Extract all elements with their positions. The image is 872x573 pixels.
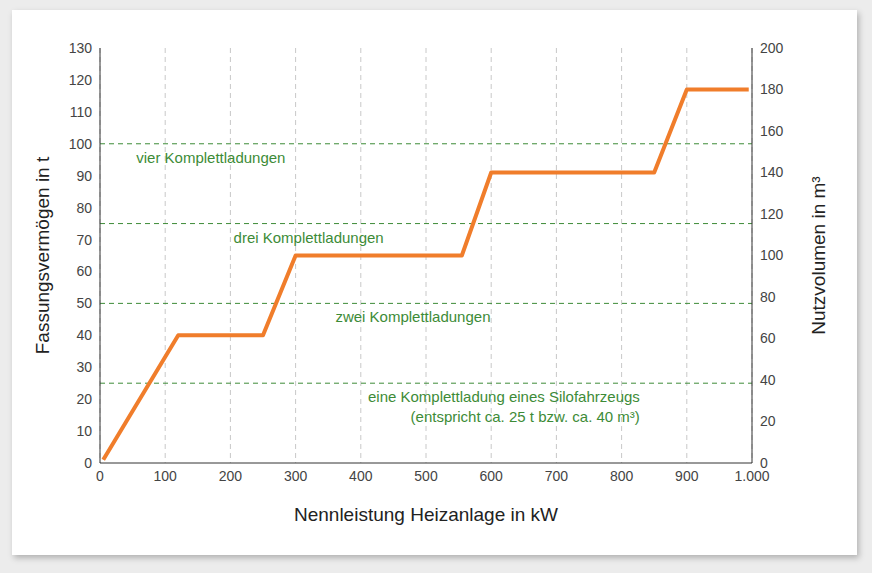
svg-text:90: 90 bbox=[76, 168, 92, 184]
svg-text:40: 40 bbox=[76, 327, 92, 343]
svg-text:0: 0 bbox=[84, 455, 92, 471]
svg-text:60: 60 bbox=[760, 330, 776, 346]
svg-text:1.000: 1.000 bbox=[734, 467, 770, 484]
svg-text:600: 600 bbox=[480, 468, 504, 484]
svg-text:100: 100 bbox=[760, 247, 784, 263]
svg-text:400: 400 bbox=[349, 468, 373, 484]
svg-text:110: 110 bbox=[70, 104, 93, 120]
svg-text:140: 140 bbox=[760, 164, 784, 180]
svg-text:130: 130 bbox=[69, 40, 93, 56]
svg-text:300: 300 bbox=[284, 468, 308, 484]
svg-text:120: 120 bbox=[69, 72, 93, 88]
svg-text:100: 100 bbox=[154, 468, 178, 484]
svg-text:800: 800 bbox=[610, 468, 634, 484]
svg-text:zwei Komplettladungen: zwei Komplettladungen bbox=[335, 308, 490, 325]
svg-text:10: 10 bbox=[76, 423, 92, 439]
svg-text:0: 0 bbox=[760, 455, 768, 471]
svg-text:70: 70 bbox=[76, 232, 92, 248]
svg-text:Fassungsvermögen in t: Fassungsvermögen in t bbox=[32, 156, 53, 354]
svg-text:eine Komplettladung eines Silo: eine Komplettladung eines Silofahrzeugs(… bbox=[368, 388, 640, 425]
svg-text:80: 80 bbox=[76, 200, 92, 216]
svg-text:200: 200 bbox=[760, 40, 784, 56]
svg-text:20: 20 bbox=[76, 391, 92, 407]
svg-text:160: 160 bbox=[760, 123, 784, 139]
svg-text:700: 700 bbox=[545, 468, 569, 484]
svg-text:Nutzvolumen in m³: Nutzvolumen in m³ bbox=[808, 176, 829, 334]
svg-text:Nennleistung Heizanlage in kW: Nennleistung Heizanlage in kW bbox=[294, 504, 558, 525]
svg-text:0: 0 bbox=[96, 468, 104, 484]
svg-text:drei Komplettladungen: drei Komplettladungen bbox=[234, 229, 384, 246]
svg-text:180: 180 bbox=[760, 81, 784, 97]
svg-text:20: 20 bbox=[760, 413, 776, 429]
svg-text:80: 80 bbox=[760, 289, 776, 305]
svg-text:30: 30 bbox=[76, 359, 92, 375]
svg-text:50: 50 bbox=[76, 295, 92, 311]
svg-text:40: 40 bbox=[760, 372, 776, 388]
svg-text:100: 100 bbox=[69, 136, 93, 152]
svg-text:500: 500 bbox=[414, 468, 438, 484]
svg-text:60: 60 bbox=[76, 263, 92, 279]
svg-text:900: 900 bbox=[675, 468, 699, 484]
svg-text:200: 200 bbox=[219, 468, 243, 484]
svg-text:vier Komplettladungen: vier Komplettladungen bbox=[136, 149, 285, 166]
svg-text:120: 120 bbox=[760, 206, 784, 222]
